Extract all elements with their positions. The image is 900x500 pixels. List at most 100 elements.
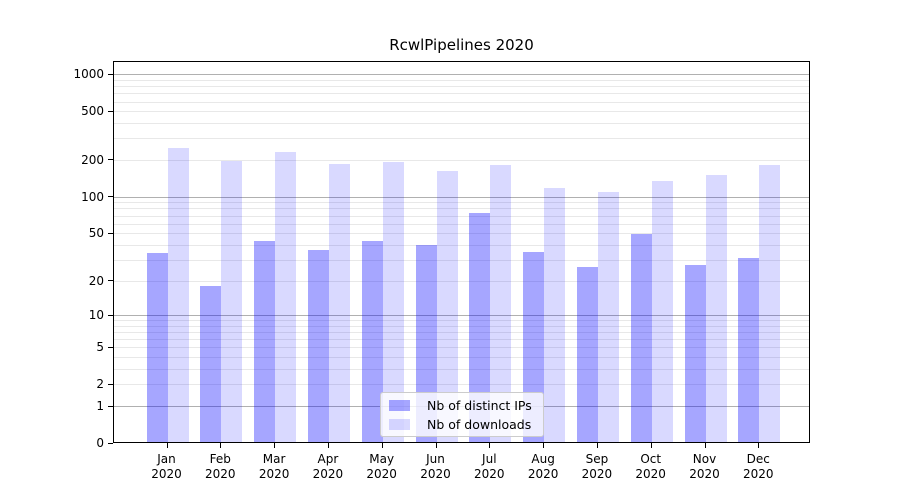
bar <box>759 164 781 442</box>
bar <box>705 174 727 442</box>
bar <box>382 162 404 442</box>
minor-gridline <box>114 280 809 282</box>
x-tick-label: Feb 2020 <box>192 452 248 482</box>
x-tick-mark <box>166 443 168 448</box>
minor-gridline <box>114 138 809 140</box>
minor-gridline <box>114 111 809 113</box>
x-tick-year: 2020 <box>366 467 397 481</box>
x-tick-month: Mar <box>262 452 286 466</box>
major-gridline <box>114 74 809 76</box>
x-tick-label: Aug 2020 <box>515 452 571 482</box>
minor-gridline <box>114 79 809 81</box>
x-tick-year: 2020 <box>474 467 505 481</box>
x-tick-year: 2020 <box>258 467 290 481</box>
x-tick-year: 2020 <box>151 467 182 481</box>
x-tick-month: Jan <box>157 452 176 466</box>
x-tick-label: May 2020 <box>354 452 410 482</box>
legend-swatch-distinct-ips <box>389 399 410 411</box>
minor-gridline <box>114 223 809 225</box>
bar <box>146 253 168 442</box>
x-tick-month: May <box>369 452 395 466</box>
x-tick-mark <box>381 443 383 448</box>
x-tick-year: 2020 <box>420 467 451 481</box>
bar <box>221 161 243 442</box>
y-tick-mark <box>108 232 113 234</box>
x-tick-label: Mar 2020 <box>246 452 302 482</box>
bar <box>167 148 189 442</box>
bar <box>361 241 383 442</box>
minor-gridline <box>114 347 809 349</box>
minor-gridline <box>114 101 809 103</box>
bar <box>684 265 706 442</box>
y-tick-mark <box>108 405 113 407</box>
bar <box>630 234 652 442</box>
y-tick-label: 1000 <box>73 67 104 82</box>
minor-gridline <box>114 320 809 322</box>
legend-swatch-downloads <box>389 418 410 430</box>
minor-gridline <box>114 357 809 359</box>
x-tick-year: 2020 <box>527 467 559 481</box>
x-tick-mark <box>274 443 276 448</box>
bar <box>275 152 297 442</box>
x-tick-label: Oct 2020 <box>623 452 679 482</box>
plot-area <box>113 61 810 443</box>
bar <box>254 241 276 442</box>
y-tick-mark <box>108 110 113 112</box>
bar <box>544 188 566 442</box>
x-tick-label: Dec 2020 <box>730 452 786 482</box>
x-tick-month: Aug <box>531 452 555 466</box>
minor-gridline <box>114 159 809 161</box>
y-tick-mark <box>108 383 113 385</box>
major-gridline <box>114 196 809 198</box>
x-tick-mark <box>704 443 706 448</box>
y-tick-label: 500 <box>81 104 104 119</box>
x-tick-month: Oct <box>640 452 662 466</box>
x-tick-year: 2020 <box>635 467 666 481</box>
minor-gridline <box>114 244 809 246</box>
x-tick-label: Jul 2020 <box>461 452 517 482</box>
legend-item-downloads: Nb of downloads <box>387 415 537 433</box>
y-tick-label: 20 <box>88 273 104 288</box>
x-tick-year: 2020 <box>743 467 774 481</box>
x-tick-month: Sep <box>585 452 609 466</box>
chart-title: RcwlPipelines 2020 <box>389 36 534 54</box>
x-tick-mark <box>758 443 760 448</box>
x-tick-month: Jul <box>482 452 497 466</box>
bar <box>651 181 673 442</box>
x-tick-month: Jun <box>426 452 445 466</box>
x-tick-label: Sep 2020 <box>569 452 625 482</box>
minor-gridline <box>114 332 809 334</box>
x-tick-label: Apr 2020 <box>300 452 356 482</box>
x-tick-month: Nov <box>692 452 717 466</box>
y-tick-mark <box>108 346 113 348</box>
y-tick-label: 10 <box>88 308 104 323</box>
bar <box>490 165 512 442</box>
bar <box>738 258 760 442</box>
minor-gridline <box>114 339 809 341</box>
bar <box>436 171 458 442</box>
bar <box>576 267 598 442</box>
y-tick-mark <box>108 159 113 161</box>
minor-gridline <box>114 325 809 327</box>
y-tick-mark <box>108 73 113 75</box>
x-tick-label: Nov 2020 <box>677 452 733 482</box>
x-tick-year: 2020 <box>581 467 613 481</box>
x-tick-mark <box>650 443 652 448</box>
x-tick-mark <box>327 443 329 448</box>
y-tick-label: 1 <box>96 399 104 413</box>
bar <box>200 285 222 442</box>
x-tick-month: Feb <box>209 452 231 466</box>
bar <box>469 213 491 442</box>
bar <box>328 164 350 442</box>
minor-gridline <box>114 369 809 371</box>
x-tick-mark <box>220 443 222 448</box>
y-tick-label: 50 <box>88 226 104 241</box>
y-tick-label: 100 <box>81 189 104 204</box>
legend-label-downloads: Nb of downloads <box>427 416 532 432</box>
x-tick-mark <box>489 443 491 448</box>
minor-gridline <box>114 123 809 125</box>
y-tick-label: 200 <box>81 152 104 167</box>
legend-label-distinct-ips: Nb of distinct IPs <box>427 397 532 413</box>
y-tick-label: 0 <box>96 436 104 450</box>
legend: Nb of distinct IPs Nb of downloads <box>380 392 544 437</box>
